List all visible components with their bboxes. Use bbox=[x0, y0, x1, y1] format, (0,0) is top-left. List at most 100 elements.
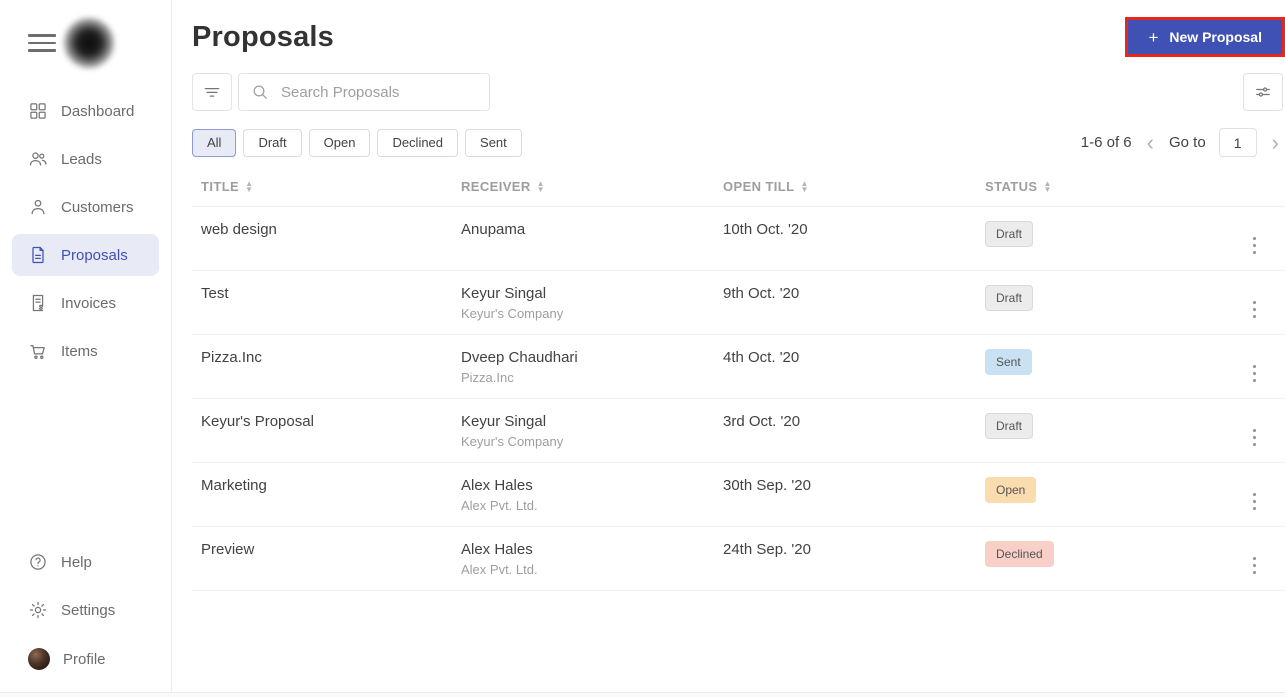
user-icon bbox=[31, 199, 45, 215]
sidebar-item-settings[interactable]: Settings bbox=[12, 589, 159, 631]
open-till-date: 9th Oct. '20 bbox=[723, 285, 800, 302]
receiver-name: Keyur Singal bbox=[461, 413, 547, 430]
svg-text:$: $ bbox=[39, 304, 43, 311]
sidebar-item-proposals[interactable]: Proposals bbox=[12, 234, 159, 276]
gear-icon bbox=[29, 601, 47, 619]
chevron-left-icon[interactable]: ‹ bbox=[1146, 129, 1154, 155]
table-row[interactable]: Pizza.Inc Dveep Chaudhari Pizza.Inc 4th … bbox=[192, 335, 1285, 399]
search-icon bbox=[253, 85, 267, 99]
sort-icon: ▲ ▼ bbox=[1043, 179, 1052, 194]
app-logo bbox=[64, 18, 114, 68]
sidebar-item-customers[interactable]: Customers bbox=[12, 186, 159, 228]
sidebar-item-label: Profile bbox=[63, 650, 106, 668]
invoice-dollar-icon: $ bbox=[32, 294, 43, 312]
row-actions-menu-icon[interactable] bbox=[1248, 232, 1262, 260]
status-badge: Open bbox=[985, 477, 1037, 503]
column-header-status[interactable]: STATUS ▲ ▼ bbox=[985, 179, 1052, 194]
filter-chip-sent[interactable]: Sent bbox=[465, 128, 522, 157]
sliders-icon bbox=[1256, 87, 1270, 97]
proposal-title: web design bbox=[201, 221, 277, 238]
column-header-title[interactable]: TITLE ▲ ▼ bbox=[201, 179, 254, 194]
receiver-name: Alex Hales bbox=[461, 541, 533, 558]
sidebar-item-items[interactable]: Items bbox=[12, 330, 159, 372]
receiver-cell: Keyur Singal Keyur's Company bbox=[461, 285, 723, 334]
page-bottom-edge bbox=[0, 692, 1285, 697]
receiver-cell: Alex Hales Alex Pvt. Ltd. bbox=[461, 477, 723, 526]
sort-icon: ▲ ▼ bbox=[536, 179, 545, 194]
table-row[interactable]: web design Anupama 10th Oct. '20 Draft bbox=[192, 207, 1285, 271]
row-actions-menu-icon[interactable] bbox=[1248, 424, 1262, 452]
goto-label: Go to bbox=[1168, 134, 1206, 151]
receiver-company: Keyur's Company bbox=[461, 434, 564, 449]
sidebar-item-label: Invoices bbox=[61, 294, 117, 312]
row-actions-menu-icon[interactable] bbox=[1248, 296, 1262, 324]
proposal-title: Marketing bbox=[201, 477, 267, 494]
sort-icon: ▲ ▼ bbox=[245, 179, 254, 194]
column-settings-button[interactable] bbox=[1243, 73, 1283, 111]
open-till-date: 4th Oct. '20 bbox=[723, 349, 800, 366]
document-icon bbox=[32, 246, 44, 264]
sidebar-item-label: Dashboard bbox=[61, 102, 135, 120]
proposals-table: TITLE ▲ ▼ RECEIVER ▲ ▼ OPEN TILL ▲ ▼ STATUS… bbox=[192, 179, 1285, 591]
sidebar: Dashboard Leads Customers Proposals $ In… bbox=[0, 0, 172, 697]
receiver-cell: Dveep Chaudhari Pizza.Inc bbox=[461, 349, 723, 398]
row-actions-menu-icon[interactable] bbox=[1248, 360, 1262, 388]
new-proposal-highlight: + New Proposal bbox=[1125, 17, 1285, 57]
new-proposal-button-label: New Proposal bbox=[1169, 29, 1262, 45]
receiver-cell: Anupama bbox=[461, 221, 723, 270]
sidebar-nav: Dashboard Leads Customers Proposals $ In… bbox=[12, 90, 159, 372]
open-till-date: 10th Oct. '20 bbox=[723, 221, 808, 238]
sidebar-item-invoices[interactable]: $ Invoices bbox=[12, 282, 159, 324]
receiver-name: Alex Hales bbox=[461, 477, 533, 494]
menu-icon[interactable] bbox=[28, 30, 56, 56]
open-till-date: 3rd Oct. '20 bbox=[723, 413, 801, 430]
sort-icon: ▲ ▼ bbox=[800, 179, 809, 194]
status-badge: Draft bbox=[985, 285, 1034, 311]
proposal-title: Preview bbox=[201, 541, 255, 558]
filter-chip-declined[interactable]: Declined bbox=[377, 128, 459, 157]
sidebar-item-label: Customers bbox=[61, 198, 134, 216]
sidebar-item-label: Help bbox=[61, 553, 92, 571]
sidebar-item-label: Proposals bbox=[61, 246, 128, 264]
sidebar-item-dashboard[interactable]: Dashboard bbox=[12, 90, 159, 132]
filter-chips-row: All Draft Open Declined Sent 1-6 of 6 ‹ … bbox=[192, 128, 1285, 157]
filter-chip-all[interactable]: All bbox=[192, 128, 237, 157]
status-badge: Declined bbox=[985, 541, 1054, 567]
table-row[interactable]: Keyur's Proposal Keyur Singal Keyur's Co… bbox=[192, 399, 1285, 463]
sidebar-footer: Help Settings Profile bbox=[12, 541, 159, 681]
open-till-date: 24th Sep. '20 bbox=[723, 541, 811, 558]
pagination: 1-6 of 6 ‹ Go to › bbox=[1081, 128, 1281, 157]
filter-chip-open[interactable]: Open bbox=[308, 128, 371, 157]
chevron-right-icon[interactable]: › bbox=[1271, 129, 1279, 155]
proposal-title: Keyur's Proposal bbox=[201, 413, 314, 430]
search-input[interactable] bbox=[279, 82, 482, 102]
goto-page-input[interactable] bbox=[1218, 128, 1257, 157]
receiver-company: Keyur's Company bbox=[461, 306, 564, 321]
page-title: Proposals bbox=[192, 21, 335, 53]
table-row[interactable]: Marketing Alex Hales Alex Pvt. Ltd. 30th… bbox=[192, 463, 1285, 527]
receiver-company: Pizza.Inc bbox=[461, 370, 514, 385]
sidebar-item-leads[interactable]: Leads bbox=[12, 138, 159, 180]
table-body: web design Anupama 10th Oct. '20 Draft T… bbox=[192, 207, 1285, 591]
users-icon bbox=[29, 152, 47, 166]
sidebar-item-help[interactable]: Help bbox=[12, 541, 159, 583]
row-actions-menu-icon[interactable] bbox=[1248, 552, 1262, 580]
open-till-date: 30th Sep. '20 bbox=[723, 477, 811, 494]
filter-chip-draft[interactable]: Draft bbox=[243, 128, 302, 157]
proposal-title: Test bbox=[201, 285, 229, 302]
search-box bbox=[238, 73, 490, 111]
filter-button[interactable] bbox=[192, 73, 232, 111]
plus-icon: + bbox=[1148, 27, 1159, 47]
sidebar-item-profile[interactable]: Profile bbox=[12, 637, 159, 681]
filter-icon bbox=[204, 88, 220, 97]
column-header-open-till[interactable]: OPEN TILL ▲ ▼ bbox=[723, 179, 809, 194]
receiver-name: Dveep Chaudhari bbox=[461, 349, 578, 366]
status-badge: Sent bbox=[985, 349, 1032, 375]
status-badge: Draft bbox=[985, 221, 1034, 247]
row-actions-menu-icon[interactable] bbox=[1248, 488, 1262, 516]
cart-icon bbox=[30, 344, 45, 359]
table-row[interactable]: Test Keyur Singal Keyur's Company 9th Oc… bbox=[192, 271, 1285, 335]
table-row[interactable]: Preview Alex Hales Alex Pvt. Ltd. 24th S… bbox=[192, 527, 1285, 591]
column-header-receiver[interactable]: RECEIVER ▲ ▼ bbox=[461, 179, 545, 194]
new-proposal-button[interactable]: + New Proposal bbox=[1128, 20, 1282, 54]
